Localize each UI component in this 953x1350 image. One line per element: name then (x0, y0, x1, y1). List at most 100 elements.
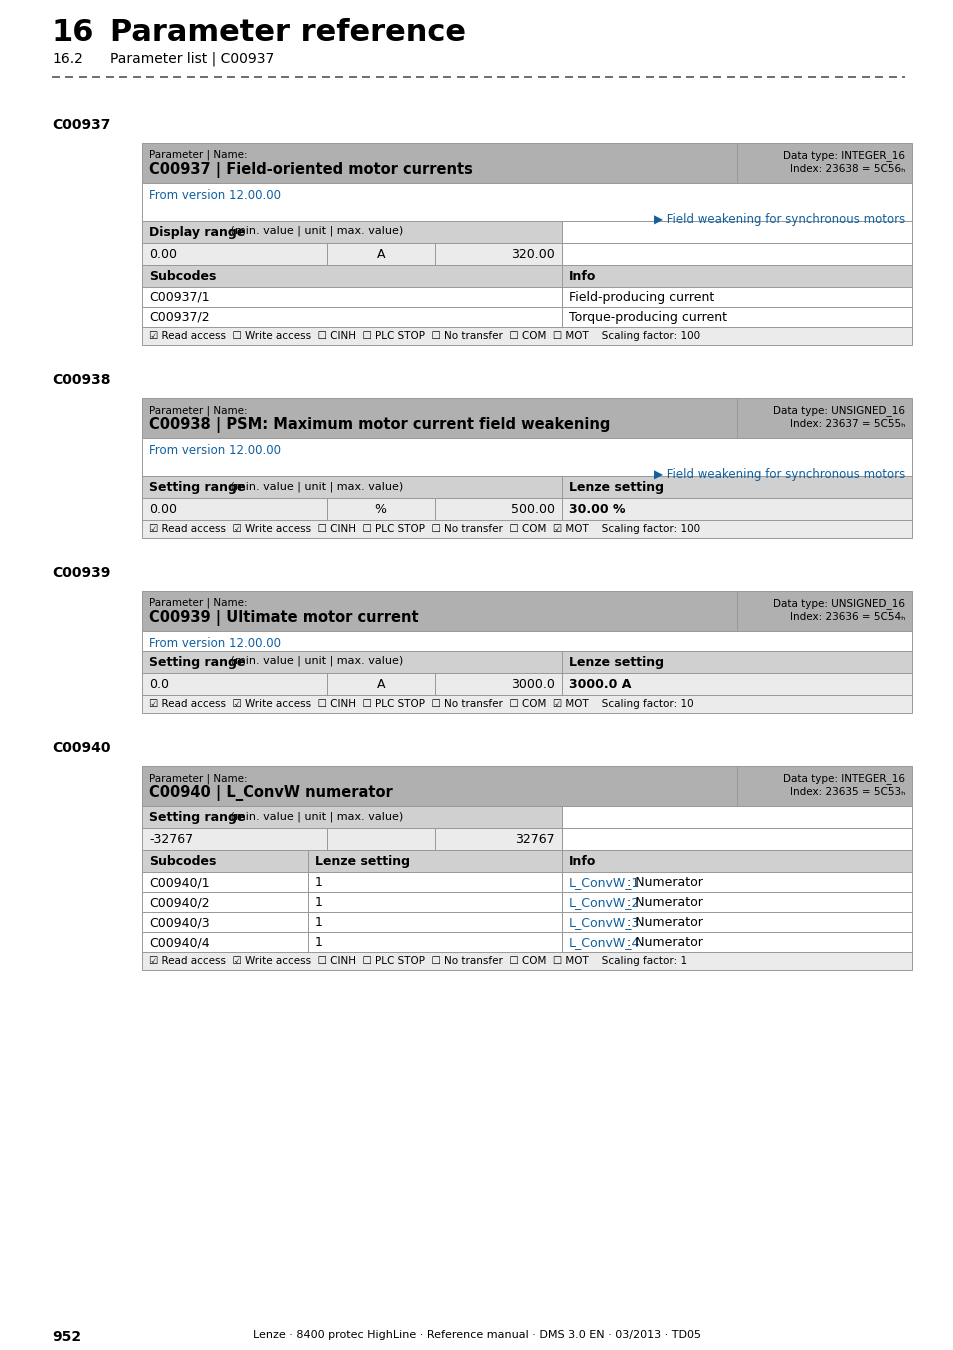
Bar (142, 591, 911, 630)
Text: 1: 1 (314, 936, 322, 949)
Bar (561, 477, 911, 498)
Text: -32767: -32767 (149, 833, 193, 846)
Bar (561, 265, 911, 288)
Bar (327, 243, 435, 265)
Text: L_ConvW_3: L_ConvW_3 (568, 917, 639, 929)
Text: Parameter reference: Parameter reference (110, 18, 465, 47)
Bar (327, 498, 435, 520)
Text: C00937/1: C00937/1 (149, 292, 210, 304)
Text: C00939: C00939 (52, 566, 111, 580)
Bar (327, 828, 435, 850)
Text: C00938 | PSM: Maximum motor current field weakening: C00938 | PSM: Maximum motor current fiel… (149, 417, 610, 433)
Text: 32767: 32767 (515, 833, 554, 846)
Bar (561, 674, 911, 695)
Bar (142, 437, 911, 477)
Bar (142, 306, 561, 327)
Bar (142, 651, 561, 674)
Text: Data type: UNSIGNED_16: Data type: UNSIGNED_16 (772, 405, 904, 416)
Text: Parameter list | C00937: Parameter list | C00937 (110, 53, 274, 66)
Text: Torque-producing current: Torque-producing current (568, 310, 726, 324)
Text: From version 12.00.00: From version 12.00.00 (149, 444, 281, 458)
Bar (142, 806, 561, 828)
Text: : Numerator: : Numerator (626, 876, 702, 890)
Text: Info: Info (568, 855, 596, 868)
Bar (142, 695, 911, 713)
Text: Setting range: Setting range (149, 481, 245, 494)
Text: 1: 1 (314, 876, 322, 890)
Text: C00939 | Ultimate motor current: C00939 | Ultimate motor current (149, 610, 418, 626)
Text: 500.00: 500.00 (510, 504, 554, 516)
Text: Lenze setting: Lenze setting (568, 481, 663, 494)
Bar (142, 243, 327, 265)
Bar (142, 265, 561, 288)
Bar (142, 221, 561, 243)
Bar (435, 243, 561, 265)
Bar (561, 872, 911, 892)
Text: From version 12.00.00: From version 12.00.00 (149, 637, 281, 649)
Text: 16.2: 16.2 (52, 53, 83, 66)
Bar (142, 327, 911, 346)
Text: C00940/3: C00940/3 (149, 917, 210, 929)
Bar (142, 143, 911, 184)
Bar (142, 913, 561, 931)
Text: 3000.0: 3000.0 (510, 678, 554, 691)
Text: 1: 1 (314, 896, 322, 909)
Text: 952: 952 (52, 1330, 81, 1345)
Text: Data type: INTEGER_16: Data type: INTEGER_16 (782, 774, 904, 784)
Text: Setting range: Setting range (149, 656, 245, 670)
Text: Data type: INTEGER_16: Data type: INTEGER_16 (782, 150, 904, 161)
Bar (142, 931, 561, 952)
Bar (561, 498, 911, 520)
Text: : Numerator: : Numerator (626, 896, 702, 909)
Bar (561, 913, 911, 931)
Text: A: A (376, 248, 385, 261)
Bar (142, 477, 561, 498)
Text: (min. value | unit | max. value): (min. value | unit | max. value) (227, 811, 403, 822)
Text: : Numerator: : Numerator (626, 936, 702, 949)
Text: Subcodes: Subcodes (149, 270, 216, 284)
Bar (142, 765, 911, 806)
Text: Parameter | Name:: Parameter | Name: (149, 598, 248, 609)
Text: %: % (375, 504, 386, 516)
Bar (561, 306, 911, 327)
Text: Parameter | Name:: Parameter | Name: (149, 405, 248, 416)
Text: C00940/2: C00940/2 (149, 896, 210, 909)
Bar (142, 850, 561, 872)
Text: A: A (376, 678, 385, 691)
Text: C00938: C00938 (52, 373, 111, 387)
Bar (142, 398, 911, 437)
Text: ☑ Read access  ☐ Write access  ☐ CINH  ☐ PLC STOP  ☐ No transfer  ☐ COM  ☐ MOT  : ☑ Read access ☐ Write access ☐ CINH ☐ PL… (149, 331, 700, 342)
Text: C00937: C00937 (52, 117, 111, 132)
Text: 16: 16 (52, 18, 94, 47)
Bar (561, 288, 911, 306)
Text: Parameter | Name:: Parameter | Name: (149, 774, 248, 783)
Bar (327, 674, 435, 695)
Text: Info: Info (568, 270, 596, 284)
Bar (435, 674, 561, 695)
Text: From version 12.00.00: From version 12.00.00 (149, 189, 281, 202)
Text: Parameter | Name:: Parameter | Name: (149, 150, 248, 161)
Bar (142, 952, 911, 971)
Bar (561, 806, 911, 828)
Text: L_ConvW_2: L_ConvW_2 (568, 896, 639, 909)
Text: ☑ Read access  ☑ Write access  ☐ CINH  ☐ PLC STOP  ☐ No transfer  ☐ COM  ☑ MOT  : ☑ Read access ☑ Write access ☐ CINH ☐ PL… (149, 524, 700, 535)
Text: L_ConvW_1: L_ConvW_1 (568, 876, 639, 890)
Text: Lenze setting: Lenze setting (314, 855, 409, 868)
Text: Index: 23635⁤ = 5C53ₕ: Index: 23635⁤ = 5C53ₕ (789, 787, 904, 796)
Bar (561, 828, 911, 850)
Text: 3000.0 A: 3000.0 A (568, 678, 630, 691)
Text: C00937/2: C00937/2 (149, 310, 210, 324)
Text: 320.00: 320.00 (511, 248, 554, 261)
Text: C00940/4: C00940/4 (149, 936, 210, 949)
Text: 0.0: 0.0 (149, 678, 169, 691)
Bar (435, 498, 561, 520)
Text: Lenze · 8400 protec HighLine · Reference manual · DMS 3.0 EN · 03/2013 · TD05: Lenze · 8400 protec HighLine · Reference… (253, 1330, 700, 1341)
Text: : Numerator: : Numerator (626, 917, 702, 929)
Text: L_ConvW_4: L_ConvW_4 (568, 936, 639, 949)
Text: ▶ Field weakening for synchronous motors: ▶ Field weakening for synchronous motors (653, 468, 904, 481)
Text: ☑ Read access  ☑ Write access  ☐ CINH  ☐ PLC STOP  ☐ No transfer  ☐ COM  ☐ MOT  : ☑ Read access ☑ Write access ☐ CINH ☐ PL… (149, 956, 686, 967)
Bar (142, 498, 327, 520)
Text: (min. value | unit | max. value): (min. value | unit | max. value) (227, 225, 403, 236)
Text: Field-producing current: Field-producing current (568, 292, 713, 304)
Bar (142, 892, 561, 913)
